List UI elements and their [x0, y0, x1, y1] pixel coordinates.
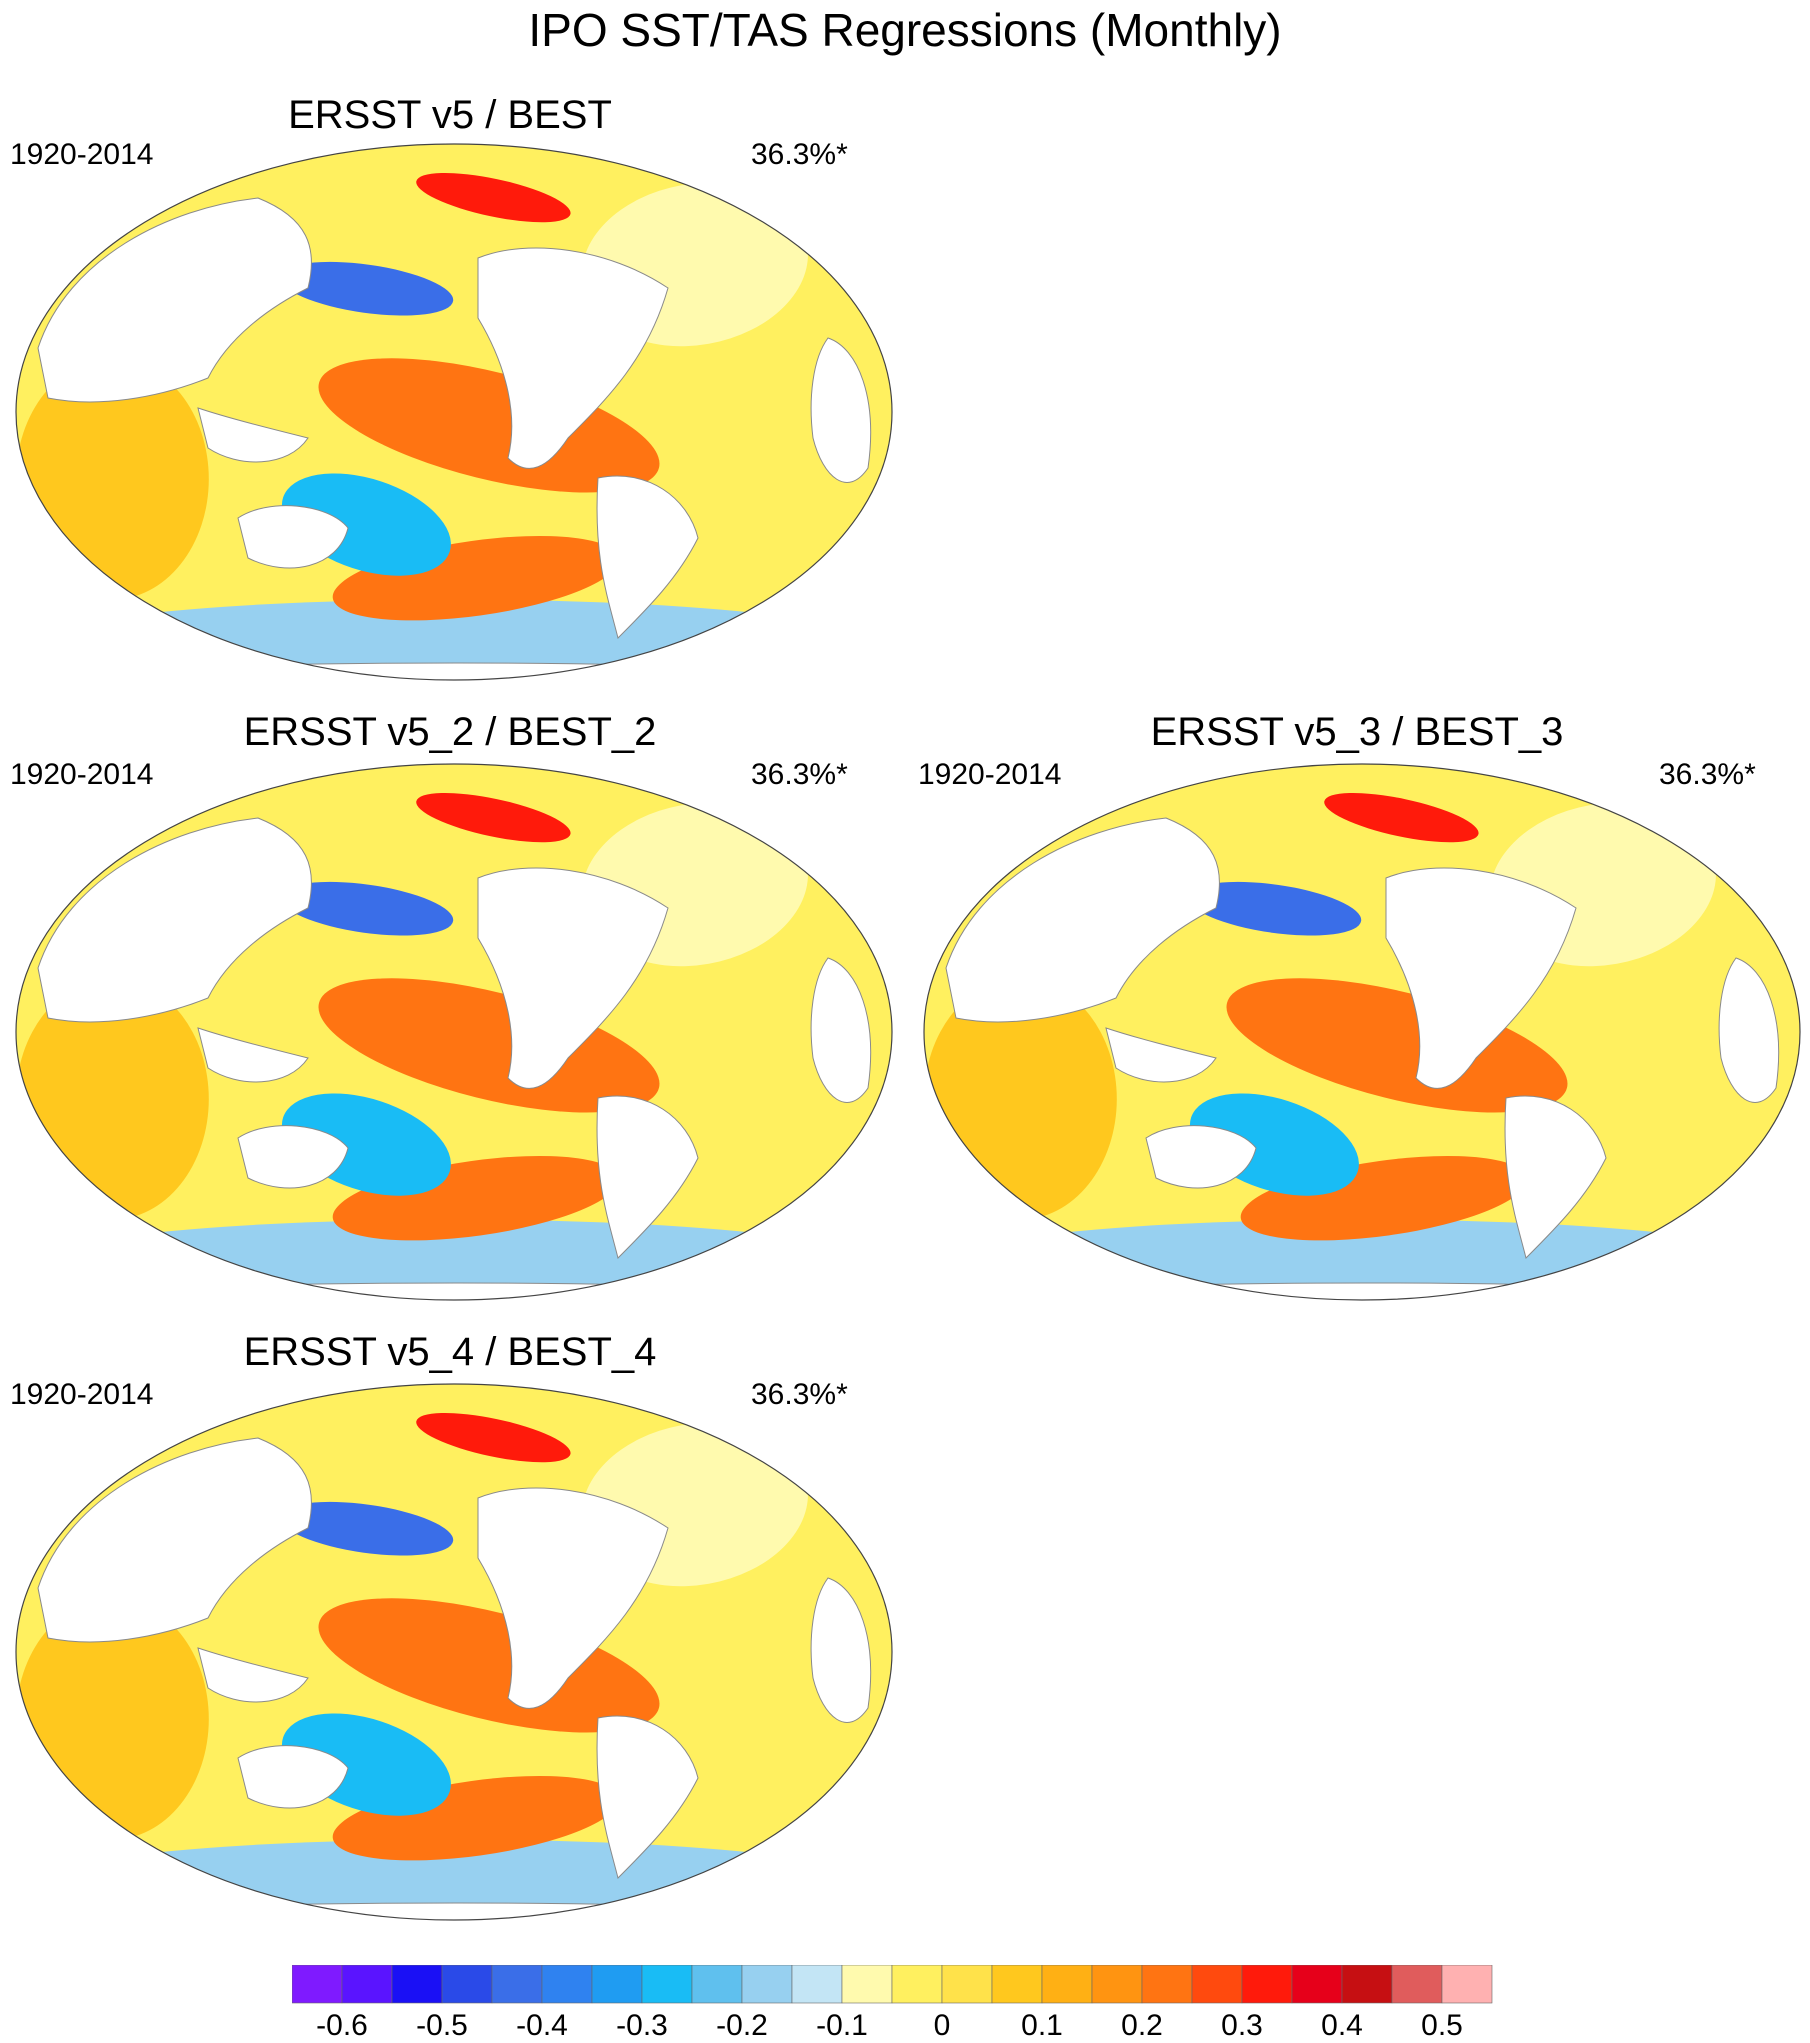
- anomaly-alaska-nw-america-warm: [1324, 792, 1479, 843]
- panel-4-title: ERSST v5_4 / BEST_4: [243, 1330, 657, 1374]
- land-mass-2: [197, 1027, 309, 1083]
- land-mass-7: [16, 1282, 892, 1300]
- map-panel-1: [15, 143, 893, 681]
- panel-2-title: ERSST v5_2 / BEST_2: [243, 710, 657, 754]
- colorbar-swatch-10: [741, 1965, 793, 2004]
- colorbar-tick-label: 0.5: [1421, 2009, 1463, 2040]
- colorbar-swatch-13: [891, 1965, 943, 2004]
- map-outline: [923, 763, 1801, 1301]
- anomaly-north-pacific-cold-pool: [279, 261, 454, 316]
- colorbar-swatch-15: [991, 1965, 1043, 2004]
- panel-3-title: ERSST v5_3 / BEST_3: [1150, 710, 1564, 754]
- land-mass-5: [596, 1715, 699, 1879]
- colorbar-tick-label: 0.1: [1021, 2009, 1063, 2040]
- land-mass-6: [1718, 957, 1780, 1103]
- land-mass-1: [37, 197, 312, 403]
- panel-1-variance: 36.3%*: [751, 138, 848, 171]
- colorbar-swatch-8: [641, 1965, 693, 2004]
- colorbar-tick-label: 0: [934, 2009, 951, 2040]
- map-panel-3: [923, 763, 1801, 1301]
- colorbar-swatch-11: [791, 1965, 843, 2004]
- panel-2-period: 1920-2014: [10, 758, 154, 791]
- anomaly-north-pacific-cold-pool: [279, 1501, 454, 1556]
- land-mass-3: [237, 1745, 349, 1809]
- land-mass-2: [197, 1647, 309, 1703]
- colorbar-swatch-1: [292, 1965, 343, 2004]
- map-outline: [15, 1383, 893, 1921]
- land-mass-3: [237, 505, 349, 569]
- colorbar-tick-label: -0.1: [816, 2009, 868, 2040]
- colorbar-swatch-18: [1141, 1965, 1193, 2004]
- colorbar-swatch-4: [441, 1965, 493, 2004]
- anomaly-alaska-nw-america-warm: [416, 172, 571, 223]
- land-mass-4: [1385, 867, 1577, 1089]
- anomaly-tropical-east-pacific-warm-tongue: [318, 978, 660, 1113]
- land-mass-6: [810, 957, 872, 1103]
- anomaly-tropical-east-pacific-warm-tongue: [318, 1598, 660, 1733]
- anomaly-tropical-east-pacific-warm-tongue: [318, 358, 660, 493]
- land-mass-7: [16, 662, 892, 680]
- land-mass-7: [924, 1282, 1800, 1300]
- land-mass-7: [16, 1902, 892, 1920]
- colorbar-swatch-9: [691, 1965, 743, 2004]
- colorbar-swatch-7: [591, 1965, 643, 2004]
- land-mass-3: [237, 1125, 349, 1189]
- land-mass-5: [596, 475, 699, 639]
- map-panel-2: [15, 763, 893, 1301]
- panel-3-period: 1920-2014: [918, 758, 1062, 791]
- land-mass-2: [1105, 1027, 1217, 1083]
- colorbar-swatch-20: [1241, 1965, 1293, 2004]
- colorbar-swatch-12: [841, 1965, 893, 2004]
- land-mass-4: [477, 247, 669, 469]
- panel-3-variance: 36.3%*: [1659, 758, 1756, 791]
- land-mass-4: [477, 1487, 669, 1709]
- colorbar-swatch-21: [1291, 1965, 1343, 2004]
- map-outline: [15, 143, 893, 681]
- colorbar-tick-label: 0.6: [1521, 2009, 1522, 2040]
- land-mass-6: [810, 1577, 872, 1723]
- land-mass-5: [596, 1095, 699, 1259]
- land-mass-5: [1504, 1095, 1607, 1259]
- colorbar-swatch-16: [1041, 1965, 1093, 2004]
- colorbar-tick-label: -0.4: [516, 2009, 568, 2040]
- colorbar-swatch-17: [1091, 1965, 1143, 2004]
- colorbar-swatch-14: [941, 1965, 993, 2004]
- land-mass-6: [810, 337, 872, 483]
- panel-1-title: ERSST v5 / BEST: [288, 93, 612, 137]
- colorbar-swatch-2: [341, 1965, 393, 2004]
- colorbar-tick-label: 0.2: [1121, 2009, 1163, 2040]
- map-outline: [15, 763, 893, 1301]
- colorbar-swatch-3: [391, 1965, 443, 2004]
- colorbar-swatch-5: [491, 1965, 543, 2004]
- map-panel-4: [15, 1383, 893, 1921]
- land-mass-3: [1145, 1125, 1257, 1189]
- anomaly-alaska-nw-america-warm: [416, 792, 571, 843]
- colorbar-swatch-23: [1391, 1965, 1443, 2004]
- colorbar-tick-label: 0.4: [1321, 2009, 1363, 2040]
- colorbar-tick-label: -0.3: [616, 2009, 668, 2040]
- colorbar-tick-label: -0.2: [716, 2009, 768, 2040]
- anomaly-north-pacific-cold-pool: [279, 881, 454, 936]
- land-mass-2: [197, 407, 309, 463]
- colorbar-swatch-24: [1441, 1965, 1493, 2004]
- land-mass-1: [945, 817, 1220, 1023]
- panel-4-period: 1920-2014: [10, 1378, 154, 1411]
- colorbar-tick-label: -0.5: [416, 2009, 468, 2040]
- colorbar: -0.6 -0.5 -0.4 -0.3 -0.2 -0.1 0 0.1 0.2 0.3 0.4 0.5…: [292, 1965, 1522, 2040]
- colorbar-tick-label: -0.6: [316, 2009, 368, 2040]
- colorbar-swatch-19: [1191, 1965, 1243, 2004]
- panel-1-period: 1920-2014: [10, 138, 154, 171]
- land-mass-1: [37, 817, 312, 1023]
- colorbar-swatch-6: [541, 1965, 593, 2004]
- figure-title: IPO SST/TAS Regressions (Monthly): [528, 4, 1282, 56]
- anomaly-tropical-east-pacific-warm-tongue: [1226, 978, 1568, 1113]
- land-mass-1: [37, 1437, 312, 1643]
- anomaly-north-pacific-cold-pool: [1187, 881, 1362, 936]
- colorbar-tick-label: 0.3: [1221, 2009, 1263, 2040]
- panel-2-variance: 36.3%*: [751, 758, 848, 791]
- colorbar-swatch-22: [1341, 1965, 1393, 2004]
- panel-4-variance: 36.3%*: [751, 1378, 848, 1411]
- land-mass-4: [477, 867, 669, 1089]
- anomaly-alaska-nw-america-warm: [416, 1412, 571, 1463]
